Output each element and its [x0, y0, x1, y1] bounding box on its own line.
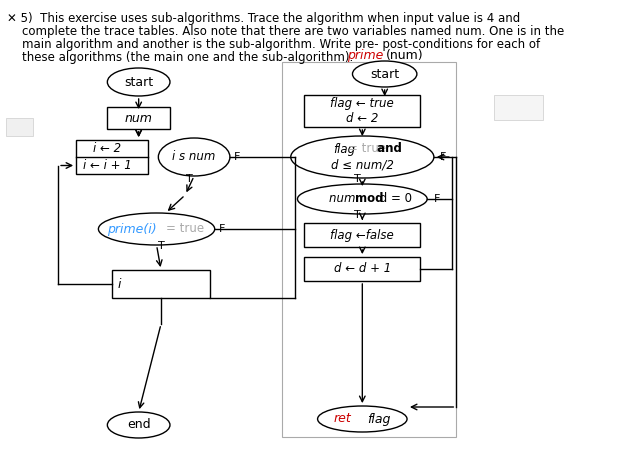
FancyBboxPatch shape — [112, 270, 210, 298]
Text: F: F — [234, 152, 240, 162]
Text: d ← 2: d ← 2 — [346, 113, 378, 126]
Text: d ← d + 1: d ← d + 1 — [333, 262, 391, 276]
Text: end: end — [127, 418, 150, 432]
Text: prime: prime — [347, 49, 383, 62]
Text: T: T — [355, 174, 361, 184]
FancyBboxPatch shape — [304, 95, 420, 127]
Text: complete the trace tables. Also note that there are two variables named num. One: complete the trace tables. Also note tha… — [7, 25, 564, 38]
Text: (num): (num) — [385, 49, 423, 62]
Ellipse shape — [353, 61, 417, 87]
Text: ret: ret — [334, 412, 351, 425]
Text: num: num — [330, 192, 360, 205]
Text: flag: flag — [367, 412, 390, 425]
Text: d = 0: d = 0 — [376, 192, 412, 205]
Text: d ≤ num/2: d ≤ num/2 — [331, 158, 394, 171]
Text: these algorithms (the main one and the sub-algorithm).: these algorithms (the main one and the s… — [7, 51, 353, 64]
Text: i s num: i s num — [172, 150, 216, 163]
Text: start: start — [370, 68, 399, 80]
Text: ✕ 5)  This exercise uses sub-algorithms. Trace the algorithm when input value is: ✕ 5) This exercise uses sub-algorithms. … — [7, 12, 520, 25]
FancyBboxPatch shape — [6, 118, 33, 136]
FancyBboxPatch shape — [76, 140, 148, 174]
Text: = true: = true — [166, 222, 204, 235]
Ellipse shape — [108, 412, 170, 438]
FancyBboxPatch shape — [494, 94, 543, 120]
Text: = true: = true — [348, 142, 386, 156]
Ellipse shape — [158, 138, 230, 176]
Text: prime(i): prime(i) — [107, 222, 156, 235]
Ellipse shape — [291, 136, 434, 178]
Text: main algorithm and another is the sub-algorithm. Write pre- post-conditions for : main algorithm and another is the sub-al… — [7, 38, 540, 51]
Ellipse shape — [108, 68, 170, 96]
Text: i ← 2: i ← 2 — [93, 142, 122, 155]
Text: flag ←false: flag ←false — [330, 228, 394, 241]
Text: F: F — [435, 194, 441, 204]
FancyBboxPatch shape — [304, 223, 420, 247]
Ellipse shape — [317, 406, 407, 432]
Text: F: F — [440, 152, 446, 162]
Text: T: T — [157, 241, 164, 251]
Text: flag ← true: flag ← true — [330, 97, 394, 109]
Text: start: start — [124, 76, 153, 89]
FancyBboxPatch shape — [108, 107, 170, 129]
Ellipse shape — [298, 184, 427, 214]
Text: flag: flag — [333, 142, 355, 156]
Text: and: and — [373, 142, 402, 156]
Text: i ← i + 1: i ← i + 1 — [83, 159, 132, 172]
Text: T: T — [186, 174, 193, 184]
Text: mod: mod — [355, 192, 384, 205]
Text: F: F — [219, 224, 225, 234]
Text: num: num — [125, 112, 152, 125]
Text: i: i — [117, 277, 121, 290]
FancyBboxPatch shape — [304, 257, 420, 281]
Ellipse shape — [99, 213, 214, 245]
Text: T: T — [355, 210, 361, 220]
